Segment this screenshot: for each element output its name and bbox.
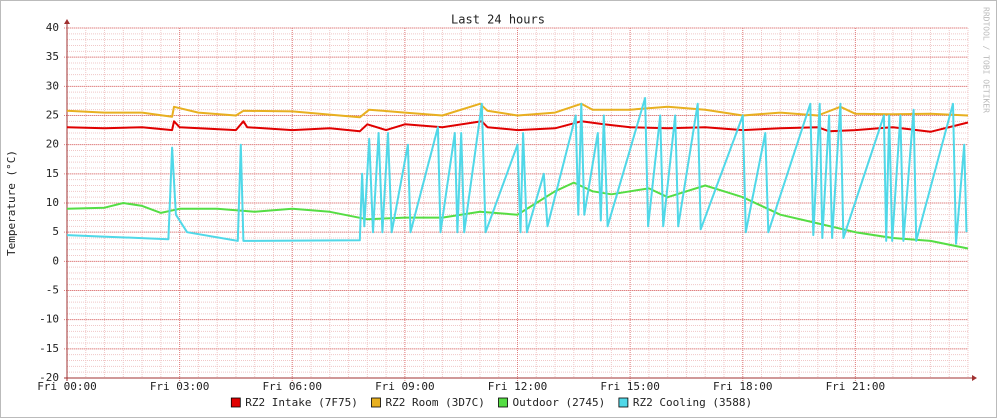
y-tick-label: 35 <box>46 50 59 63</box>
axis-arrow <box>972 375 977 381</box>
legend-label: RZ2 Room (3D7C) <box>386 396 485 409</box>
x-tick-label: Fri 06:00 <box>262 380 322 393</box>
x-tick-label: Fri 03:00 <box>150 380 210 393</box>
y-axis-label: Temperature (°C) <box>5 150 18 256</box>
y-tick-label: -20 <box>39 371 59 384</box>
axis-arrow <box>64 19 70 24</box>
legend-label: Outdoor (2745) <box>513 396 606 409</box>
x-tick-label: Fri 09:00 <box>375 380 435 393</box>
x-tick-label: Fri 18:00 <box>713 380 773 393</box>
y-tick-label: 40 <box>46 21 59 34</box>
x-tick-label: Fri 00:00 <box>37 380 97 393</box>
y-tick-label: 5 <box>52 225 59 238</box>
y-tick-label: 30 <box>46 79 59 92</box>
x-tick-label: Fri 15:00 <box>600 380 660 393</box>
x-tick-label: Fri 21:00 <box>826 380 886 393</box>
legend-swatch <box>498 397 508 408</box>
legend-swatch <box>618 397 629 408</box>
y-tick-label: 25 <box>46 109 59 122</box>
legend-label: RZ2 Cooling (3588) <box>633 396 752 409</box>
y-tick-label: 15 <box>46 167 59 180</box>
y-tick-label: 20 <box>46 138 59 151</box>
legend-swatch <box>371 397 381 408</box>
chart-title: Last 24 hours <box>451 13 545 27</box>
y-tick-label: 10 <box>46 196 59 209</box>
legend-label: RZ2 Intake (7F75) <box>245 396 358 409</box>
y-tick-label: -10 <box>39 313 59 326</box>
y-tick-label: 0 <box>52 254 59 267</box>
y-tick-label: -5 <box>46 284 59 297</box>
x-tick-label: Fri 12:00 <box>488 380 548 393</box>
y-tick-label: -15 <box>39 342 59 355</box>
legend-swatch <box>230 397 241 408</box>
series-line <box>66 102 969 119</box>
series-line <box>66 97 968 245</box>
watermark: RRDTOOL / TOBI OETIKER <box>982 7 991 113</box>
